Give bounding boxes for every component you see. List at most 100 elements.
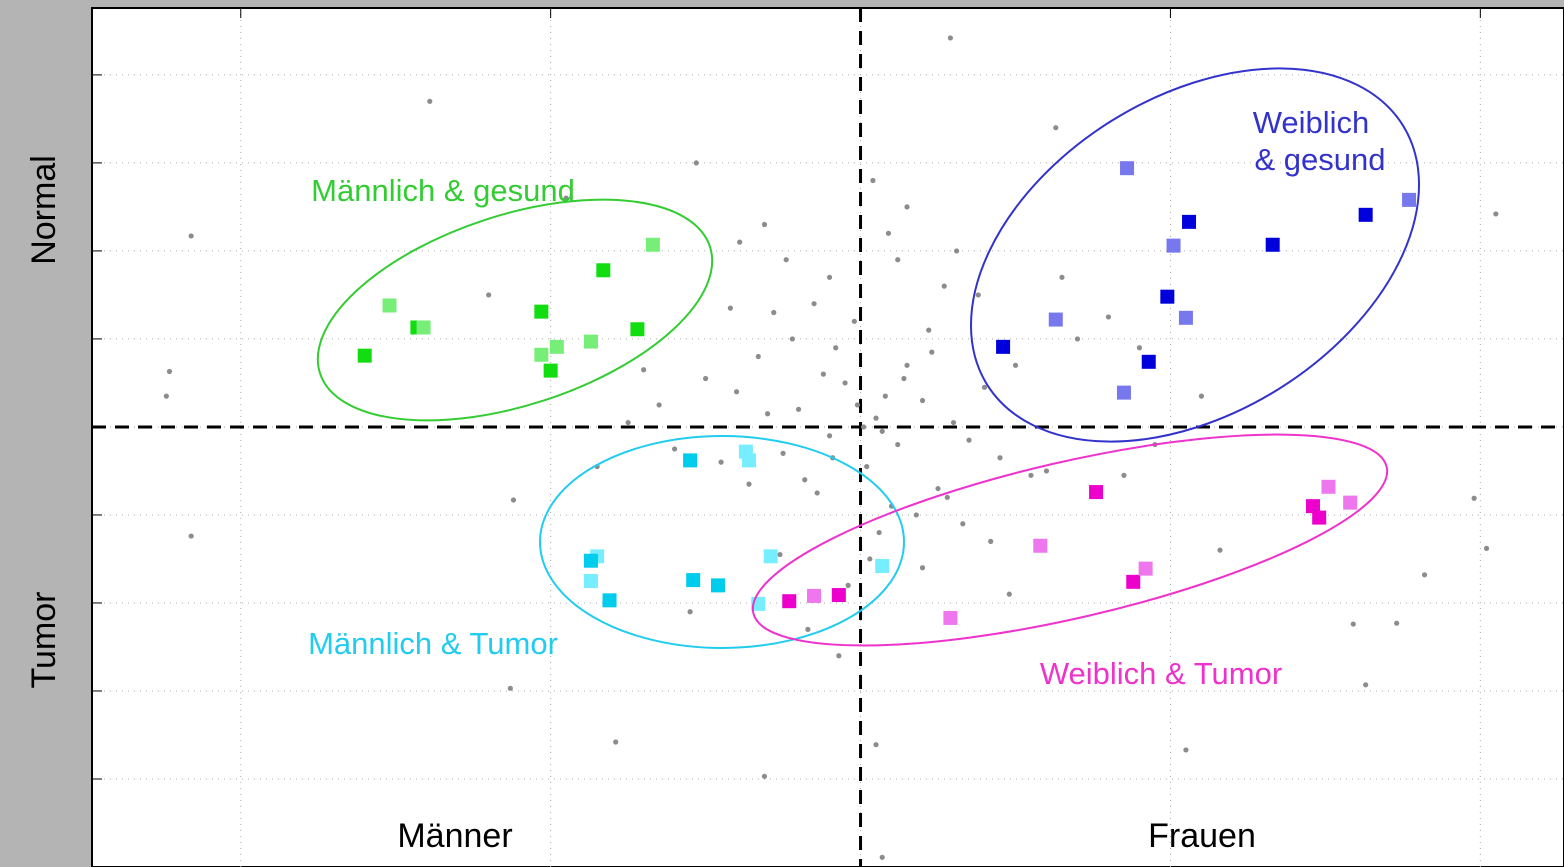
data-point — [1048, 312, 1063, 327]
x-region-label: Männer — [397, 817, 512, 855]
background-point — [966, 437, 972, 443]
data-point — [1116, 385, 1131, 400]
data-point — [1160, 289, 1175, 304]
background-point — [777, 551, 783, 558]
background-point — [895, 257, 901, 263]
background-point — [833, 345, 839, 351]
background-point — [947, 35, 954, 41]
background-point — [789, 336, 795, 342]
data-point — [543, 363, 558, 378]
background-point — [687, 609, 693, 615]
background-point — [975, 292, 981, 298]
data-point — [831, 588, 846, 603]
background-point — [1394, 620, 1400, 626]
background-point — [1136, 345, 1143, 351]
group-outline — [751, 433, 1389, 647]
group-label: Weiblich & Tumor — [1040, 656, 1282, 691]
group-label: Weiblich — [1253, 105, 1370, 140]
background-point — [802, 477, 808, 483]
background-point — [935, 485, 941, 492]
background-point — [188, 233, 194, 239]
background-point — [854, 402, 861, 408]
background-point — [811, 301, 817, 307]
group-label: & gesund — [1255, 142, 1386, 177]
data-point — [416, 320, 431, 335]
background-point — [879, 428, 885, 434]
data-point — [1089, 485, 1104, 500]
data-point — [1178, 310, 1193, 325]
data-point — [1182, 214, 1197, 229]
data-point — [534, 347, 549, 362]
background-point — [746, 481, 752, 487]
background-point — [641, 367, 647, 373]
background-point — [507, 685, 513, 691]
background-point — [656, 402, 662, 408]
background-point — [783, 257, 789, 263]
background-point — [842, 380, 848, 386]
background-point — [771, 309, 777, 316]
data-point — [996, 339, 1011, 354]
background-point — [814, 490, 820, 496]
background-point — [733, 389, 740, 395]
background-point — [761, 221, 768, 228]
data-point — [602, 593, 617, 608]
data-point — [710, 578, 725, 593]
background-point — [1198, 393, 1205, 399]
background-point — [805, 626, 811, 632]
background-point — [188, 533, 194, 539]
data-point — [645, 237, 660, 252]
data-point — [1358, 207, 1373, 222]
background-point — [693, 160, 699, 166]
background-point — [870, 177, 876, 184]
background-point — [954, 248, 960, 254]
background-point — [702, 375, 709, 382]
background-point — [901, 375, 907, 382]
data-point — [549, 339, 564, 354]
data-point — [741, 453, 756, 468]
background-point — [867, 556, 873, 562]
background-point — [718, 459, 724, 465]
background-point — [873, 742, 879, 748]
background-point — [1421, 572, 1428, 578]
data-point — [782, 594, 797, 609]
background-point — [904, 362, 910, 368]
background-point — [625, 419, 631, 426]
group-outline — [316, 198, 714, 422]
x-region-label: Frauen — [1148, 817, 1256, 855]
data-point — [534, 304, 549, 319]
background-point — [795, 406, 802, 412]
background-point — [904, 204, 910, 210]
background-point — [1043, 468, 1050, 474]
background-point — [1183, 747, 1189, 753]
background-point — [864, 463, 870, 470]
background-point — [926, 327, 932, 333]
background-point — [427, 98, 433, 104]
background-point — [981, 384, 988, 390]
data-point — [583, 553, 598, 568]
background-point — [1105, 314, 1112, 320]
group-outline — [539, 435, 905, 649]
background-point — [997, 455, 1003, 461]
data-point — [1312, 510, 1327, 525]
group-outline — [969, 67, 1421, 443]
data-point — [807, 588, 822, 603]
background-point — [944, 494, 950, 500]
background-point — [1350, 621, 1356, 627]
background-point — [1059, 274, 1065, 280]
data-point — [1265, 237, 1280, 252]
data-point — [763, 549, 778, 564]
data-point — [1343, 495, 1358, 510]
background-point — [836, 653, 842, 659]
background-point — [1121, 472, 1127, 478]
background-point — [613, 739, 619, 745]
background-point — [1493, 211, 1499, 217]
background-point — [755, 353, 761, 360]
background-point — [1074, 336, 1081, 342]
background-point — [166, 368, 173, 375]
background-point — [1471, 495, 1477, 501]
y-region-label: Normal — [25, 155, 63, 265]
background-point — [876, 529, 882, 536]
background-point — [919, 565, 926, 571]
data-point — [1166, 238, 1181, 253]
data-point — [1305, 499, 1320, 514]
